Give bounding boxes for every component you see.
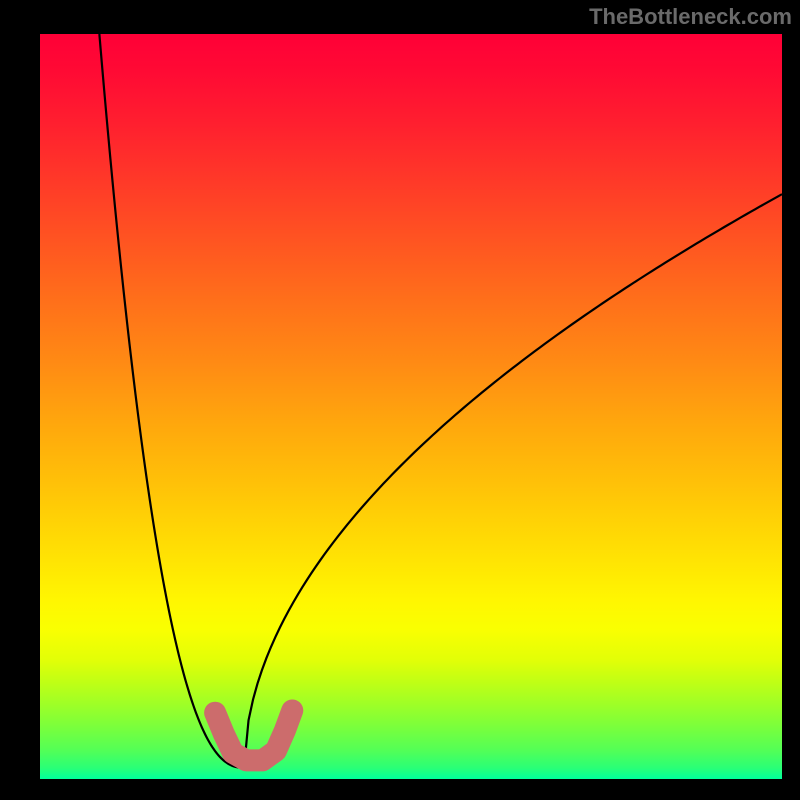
- gradient-background: [40, 34, 782, 779]
- plot-svg: [40, 34, 782, 779]
- chart-container: TheBottleneck.com: [0, 0, 800, 800]
- plot-area: [40, 34, 782, 779]
- watermark-text: TheBottleneck.com: [589, 4, 792, 30]
